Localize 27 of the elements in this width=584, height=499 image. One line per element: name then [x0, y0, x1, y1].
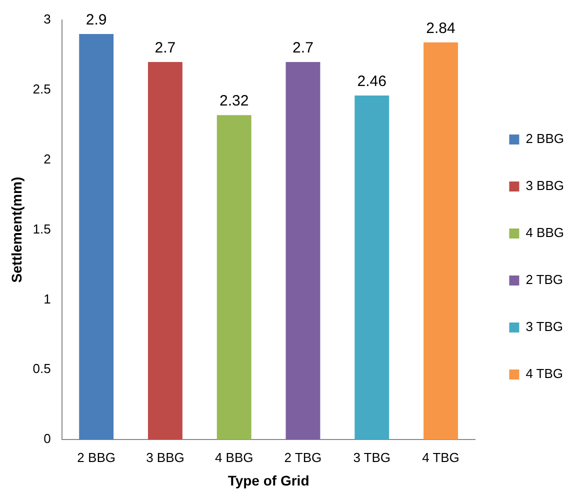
x-tick-label: 3 BBG [146, 450, 184, 465]
x-tick-label: 3 TBG [353, 450, 391, 465]
y-tick-label: 2.5 [32, 82, 51, 97]
y-tick-label: 2 [44, 151, 51, 166]
legend-label: 3 BBG [526, 178, 564, 194]
legend-label: 2 BBG [526, 131, 564, 146]
y-tick-label: 3 [44, 12, 51, 27]
legend-label: 2 TBG [526, 272, 564, 288]
y-axis-title: Settlement(mm) [8, 176, 24, 283]
x-tick-label: 2 BBG [77, 450, 116, 465]
y-tick-label: 1.5 [32, 221, 51, 236]
x-tick-label: 4 BBG [214, 450, 254, 465]
legend-label: 4 BBG [526, 225, 564, 240]
data-label: 2.84 [426, 20, 456, 38]
y-tick-label: 0 [44, 431, 51, 446]
x-tick-label: 4 TBG [422, 450, 460, 465]
y-tick-label: 1 [44, 291, 51, 306]
x-tick-label: 2 TBG [284, 450, 322, 465]
legend-label: 3 TBG [526, 319, 564, 334]
data-label: 2.32 [219, 92, 249, 110]
y-tick-label: 0.5 [32, 361, 51, 376]
data-label: 2.7 [154, 40, 176, 57]
data-label: 2.9 [86, 12, 107, 29]
data-label: 2.7 [292, 40, 314, 57]
legend-label: 4 TBG [526, 366, 564, 382]
data-label: 2.46 [357, 73, 386, 90]
x-axis-title: Type of Grid [228, 472, 310, 488]
